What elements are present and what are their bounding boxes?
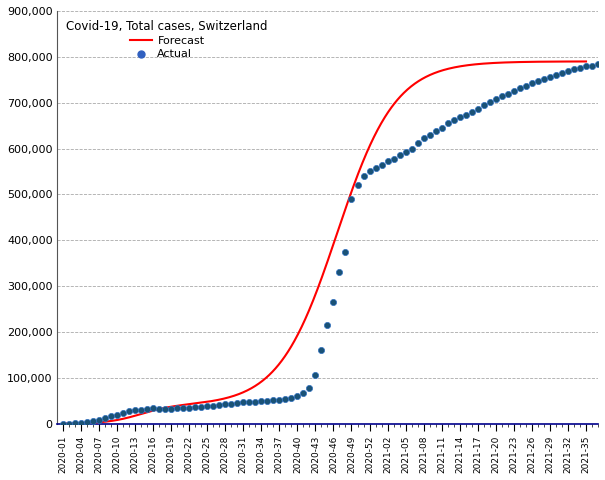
Point — [185, 404, 194, 411]
Point — [383, 157, 393, 165]
Point — [557, 69, 567, 77]
Point — [263, 397, 272, 405]
Point — [581, 62, 591, 70]
Point — [594, 60, 603, 68]
Point — [491, 96, 501, 103]
Point — [82, 419, 92, 426]
Point — [587, 62, 597, 70]
Point — [407, 144, 416, 152]
Point — [238, 398, 248, 406]
Point — [178, 404, 188, 412]
Point — [196, 403, 206, 410]
Point — [425, 131, 434, 139]
Point — [58, 420, 68, 428]
Point — [100, 414, 110, 421]
Point — [503, 90, 512, 97]
Point — [257, 397, 266, 405]
Point — [437, 124, 446, 132]
Point — [551, 71, 561, 79]
Point — [377, 161, 387, 168]
Point — [106, 413, 116, 420]
Point — [521, 82, 531, 90]
Point — [563, 67, 573, 75]
Point — [148, 405, 158, 412]
Point — [310, 371, 320, 379]
Point — [250, 397, 260, 405]
Point — [298, 389, 308, 397]
Point — [347, 195, 356, 203]
Point — [335, 268, 344, 276]
Point — [359, 172, 368, 180]
Point — [527, 80, 537, 87]
Point — [293, 392, 302, 400]
Point — [545, 72, 555, 80]
Point — [467, 108, 477, 116]
Point — [395, 152, 405, 159]
Point — [130, 407, 140, 414]
Point — [316, 347, 326, 354]
Point — [76, 419, 86, 427]
Point — [341, 248, 350, 255]
Point — [244, 398, 254, 406]
Point — [142, 405, 152, 412]
Point — [371, 164, 381, 172]
Point — [413, 139, 422, 147]
Point — [419, 134, 428, 142]
Point — [166, 405, 176, 412]
Point — [365, 168, 374, 175]
Point — [118, 409, 128, 417]
Point — [401, 148, 410, 156]
Point — [64, 420, 74, 428]
Point — [112, 411, 122, 419]
Point — [172, 405, 182, 412]
Point — [322, 321, 332, 329]
Point — [208, 402, 218, 409]
Point — [226, 400, 236, 408]
Point — [70, 420, 80, 427]
Point — [449, 116, 459, 123]
Point — [509, 87, 518, 95]
Point — [497, 93, 506, 100]
Point — [160, 405, 170, 413]
Point — [599, 60, 605, 67]
Point — [443, 120, 453, 127]
Point — [281, 395, 290, 403]
Point — [136, 406, 146, 413]
Point — [88, 418, 98, 425]
Point — [353, 181, 362, 189]
Point — [275, 396, 284, 404]
Point — [202, 403, 212, 410]
Point — [287, 394, 296, 402]
Legend: Forecast, Actual: Forecast, Actual — [63, 16, 271, 63]
Point — [124, 408, 134, 415]
Point — [431, 127, 440, 135]
Point — [539, 75, 549, 83]
Point — [154, 405, 164, 412]
Point — [232, 399, 242, 407]
Point — [220, 400, 230, 408]
Point — [473, 105, 483, 112]
Point — [269, 396, 278, 404]
Point — [569, 65, 579, 73]
Point — [329, 299, 338, 306]
Point — [304, 384, 314, 392]
Point — [214, 401, 224, 409]
Point — [461, 111, 471, 119]
Point — [455, 113, 465, 121]
Point — [575, 64, 585, 72]
Point — [515, 84, 525, 92]
Point — [94, 416, 104, 423]
Point — [479, 102, 489, 109]
Point — [389, 155, 399, 162]
Point — [191, 403, 200, 411]
Point — [533, 77, 543, 85]
Point — [485, 98, 495, 106]
